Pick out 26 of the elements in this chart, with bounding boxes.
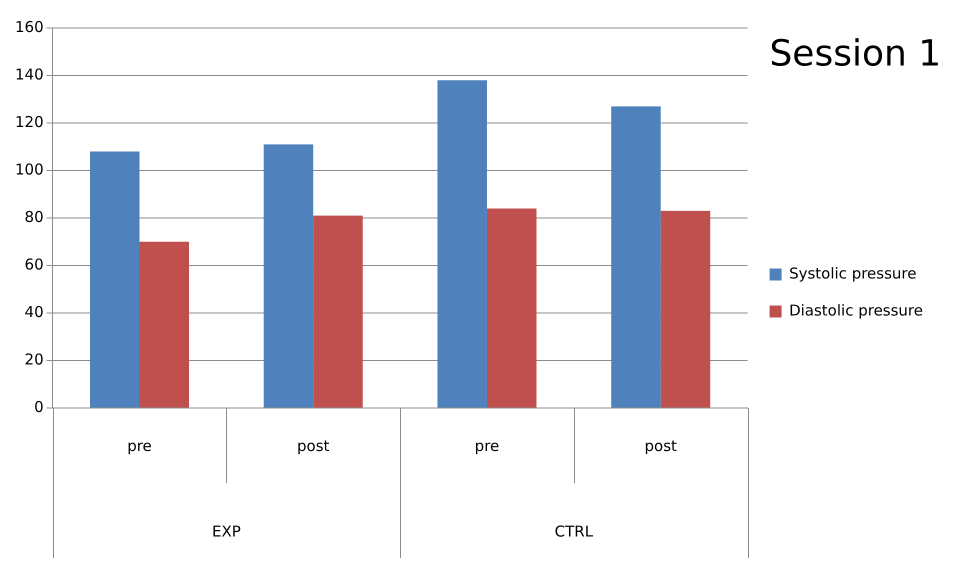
- y-tick-label: 120: [14, 112, 44, 131]
- y-tick-label: 160: [14, 18, 44, 36]
- bar: [611, 106, 661, 408]
- y-tick-label: 0: [34, 398, 44, 416]
- x-tick-label: post: [644, 436, 678, 455]
- y-tick-label: 140: [14, 65, 44, 84]
- y-tick-label: 20: [24, 350, 44, 368]
- bar: [90, 152, 140, 408]
- y-tick-label: 40: [24, 302, 44, 321]
- legend-label: Systolic pressure: [789, 264, 916, 282]
- x-tick-label: pre: [474, 436, 500, 455]
- bar: [313, 216, 363, 408]
- bar: [140, 242, 190, 408]
- text: EXP: [212, 522, 241, 540]
- x-tick-label: post: [297, 436, 330, 455]
- bar: [264, 144, 314, 408]
- text: Session 1: [769, 33, 942, 74]
- bar: [660, 210, 710, 408]
- bar: [486, 208, 536, 408]
- text: CTRL: [554, 522, 594, 540]
- y-tick-label: 100: [14, 160, 44, 178]
- y-tick-label: 60: [24, 255, 44, 274]
- legend-label: Diastolic pressure: [789, 301, 924, 320]
- y-tick-label: 80: [24, 208, 44, 226]
- bar: [437, 80, 487, 408]
- x-tick-label: pre: [127, 436, 152, 455]
